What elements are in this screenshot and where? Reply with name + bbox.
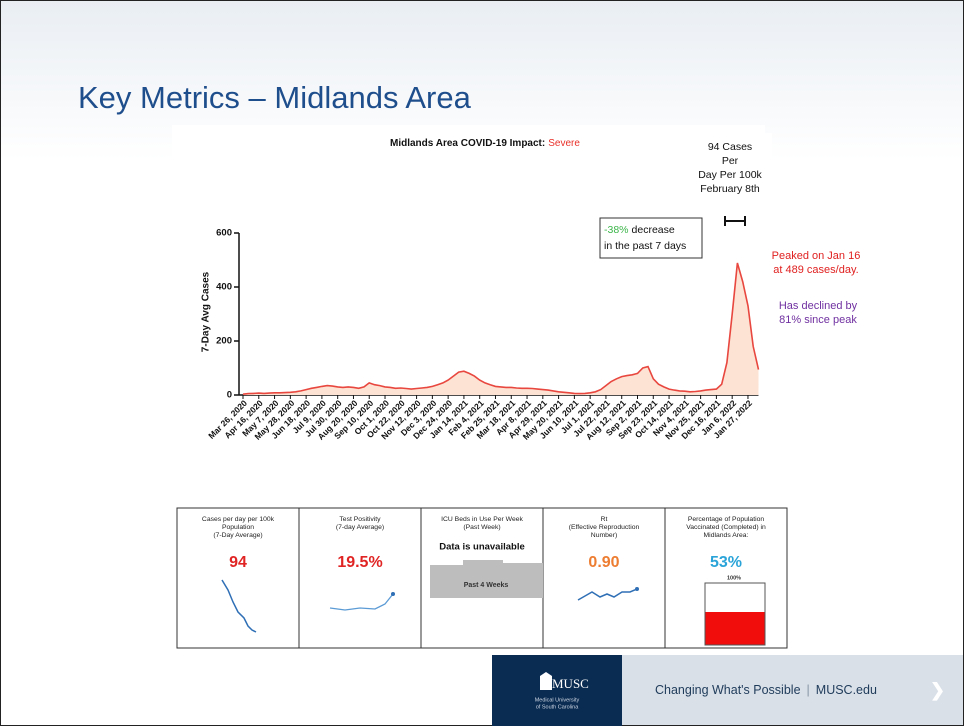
- panel-dividers: [298, 508, 666, 648]
- footer-tagline: Changing What's Possible | MUSC.edu: [655, 683, 877, 697]
- logo-line: of South Carolina: [536, 704, 579, 710]
- metric-value: 53%: [710, 554, 742, 571]
- metric-value: 0.90: [588, 554, 619, 571]
- metric-value: 19.5%: [337, 554, 382, 571]
- line: [242, 262, 760, 395]
- chart-title: Midlands Area COVID-19 Impact: Severe: [390, 138, 580, 149]
- metric-value: 94: [229, 554, 247, 571]
- logo-icon: [540, 672, 552, 690]
- y-tick-label: 600: [216, 228, 232, 239]
- metric-label: Cases per day per 100k: [202, 516, 275, 523]
- sparkline: [577, 588, 638, 601]
- sparkline-end: [635, 587, 639, 591]
- metric-label: Midlands Area:: [704, 532, 749, 539]
- metric-label: (Past Week): [463, 524, 500, 531]
- metric-label: Rt: [601, 516, 608, 523]
- decline-note: 81% since peak: [779, 314, 857, 326]
- note-line: Per: [722, 155, 739, 167]
- icu-placeholder: [430, 560, 543, 598]
- sparkline: [221, 579, 257, 633]
- metric-label: (Effective Reproduction: [569, 524, 640, 531]
- metric-label: (7-day Average): [336, 524, 384, 531]
- y-tick-label: 200: [216, 336, 232, 347]
- metric-label: ICU Beds in Use Per Week: [441, 516, 523, 523]
- metric-panels: 94 19.5% Data is unavailable Past 4 Week…: [176, 507, 788, 649]
- slide-title: Key Metrics – Midlands Area: [78, 80, 472, 115]
- metric-label: Test Positivity: [339, 516, 381, 523]
- range-marker: [724, 216, 746, 226]
- metric-sub: Past 4 Weeks: [464, 582, 509, 589]
- y-axis-label: 7-Day Avg Cases: [201, 271, 212, 352]
- metric-note: Data is unavailable: [439, 542, 525, 553]
- metric-label: (7-Day Average): [213, 532, 262, 539]
- note-line: 94 Cases: [708, 141, 752, 153]
- metric-label: Percentage of Population: [688, 516, 765, 523]
- metric-label: Number): [591, 532, 617, 539]
- metric-label: Vaccinated (Completed) in: [686, 524, 766, 531]
- sparkline: [329, 593, 394, 611]
- change-line: -38% decrease: [604, 224, 675, 236]
- footer-logo-block: [492, 655, 622, 726]
- footer-band: [622, 655, 963, 725]
- logo-text: MUSC: [552, 676, 589, 691]
- metric-label: Population: [222, 524, 254, 531]
- y-tick-label: 0: [227, 390, 232, 401]
- peak-note: Peaked on Jan 16: [772, 250, 861, 262]
- gauge-fill: [705, 612, 765, 645]
- note-box: [688, 133, 772, 205]
- chart-area: [172, 125, 765, 470]
- peak-note: at 489 cases/day.: [773, 264, 858, 276]
- change-line: in the past 7 days: [604, 240, 686, 252]
- next-arrow[interactable]: ❯: [930, 680, 945, 701]
- change-box: [599, 217, 703, 259]
- logo-line: Medical University: [535, 697, 580, 703]
- note-line: February 8th: [700, 183, 760, 195]
- sparkline-end: [391, 592, 395, 596]
- metric-sub: 100%: [727, 575, 741, 581]
- y-tick-label: 400: [216, 282, 232, 293]
- note-line: Day Per 100k: [698, 169, 762, 181]
- decline-note: Has declined by: [779, 300, 858, 312]
